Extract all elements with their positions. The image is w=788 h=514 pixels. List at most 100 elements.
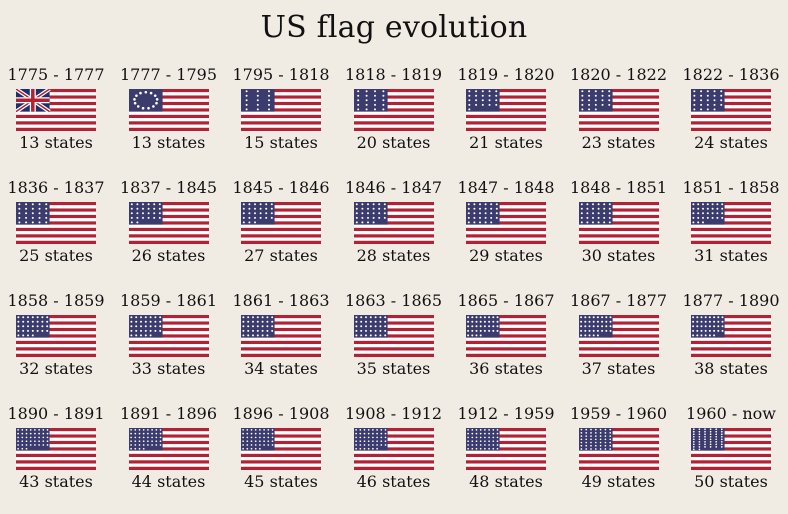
flag-stripe bbox=[691, 447, 771, 451]
flag-card: 1865 - 1867 36 states bbox=[450, 291, 562, 401]
flag-stripe bbox=[466, 89, 546, 93]
flag-star bbox=[18, 207, 21, 210]
flag-star bbox=[587, 103, 590, 106]
flag-canton bbox=[578, 202, 613, 225]
flag-star bbox=[364, 316, 367, 319]
flag-stripe bbox=[353, 127, 434, 131]
flag-star bbox=[21, 447, 24, 450]
flag-stripe bbox=[128, 124, 209, 128]
flag-star bbox=[354, 329, 357, 332]
flag-star bbox=[42, 444, 45, 446]
flag-stripe bbox=[466, 224, 546, 228]
flag-star bbox=[706, 108, 709, 111]
flag-stripe bbox=[691, 218, 771, 222]
flag-star bbox=[594, 108, 597, 111]
flag-star bbox=[246, 447, 249, 450]
flag-card: 1863 - 1865 35 states bbox=[338, 291, 450, 401]
flag-star bbox=[36, 325, 39, 328]
flag-stripe bbox=[128, 98, 209, 102]
flag-star bbox=[266, 325, 269, 328]
flag-star bbox=[708, 334, 711, 337]
flag-star bbox=[34, 436, 36, 439]
flag-star bbox=[383, 216, 386, 219]
flag-star bbox=[715, 430, 718, 433]
flag-star bbox=[473, 221, 476, 224]
flag-stripe bbox=[16, 315, 96, 319]
flag-star bbox=[42, 432, 45, 435]
flag-star bbox=[597, 203, 600, 206]
flag-star bbox=[41, 316, 44, 319]
flag-star bbox=[700, 103, 703, 106]
flag-star bbox=[271, 429, 274, 431]
flag-star bbox=[31, 329, 34, 332]
flag-star bbox=[580, 444, 582, 447]
flag-stripe bbox=[353, 124, 434, 128]
flag-star bbox=[38, 203, 41, 206]
flag-star bbox=[21, 436, 24, 439]
flag-stripe bbox=[466, 101, 546, 106]
flag-star bbox=[484, 203, 487, 206]
flag-star bbox=[713, 334, 716, 337]
flag-stripe bbox=[16, 337, 96, 341]
flag-stripe bbox=[128, 347, 209, 351]
flag-star bbox=[363, 436, 365, 439]
flag-star bbox=[721, 329, 724, 332]
flag-star bbox=[254, 203, 256, 206]
flag-star bbox=[483, 325, 486, 328]
flag-star bbox=[261, 325, 264, 328]
flag-star bbox=[589, 435, 592, 437]
flag-star bbox=[594, 428, 597, 431]
flag-star bbox=[372, 216, 375, 219]
flag-stripe bbox=[16, 466, 96, 470]
flag-star bbox=[713, 99, 716, 102]
star-field bbox=[692, 428, 723, 451]
flag-card: 1836 - 1837 25 states bbox=[0, 178, 112, 288]
flag-star bbox=[580, 103, 583, 106]
flag-star bbox=[154, 440, 157, 443]
flag-years-label: 1859 - 1861 bbox=[119, 291, 217, 310]
flag-star bbox=[266, 334, 269, 337]
flag-star bbox=[259, 429, 261, 431]
flag-stripe bbox=[466, 344, 546, 348]
flag-star bbox=[256, 99, 259, 102]
flag-star bbox=[591, 212, 594, 215]
star-field bbox=[130, 203, 161, 224]
flag-star bbox=[363, 447, 365, 450]
flag-icon bbox=[353, 202, 434, 244]
flag-star bbox=[159, 440, 161, 443]
flag-star bbox=[245, 108, 248, 111]
flag-star bbox=[142, 432, 145, 435]
flag-star bbox=[495, 94, 498, 97]
flag-star bbox=[147, 216, 150, 219]
flag-star bbox=[259, 203, 262, 206]
flag-star bbox=[254, 447, 257, 450]
flag-star bbox=[713, 316, 716, 319]
flag-stripe bbox=[466, 231, 546, 235]
flag-star bbox=[266, 316, 269, 319]
flag-stripe bbox=[241, 337, 321, 341]
flag-star bbox=[369, 320, 372, 323]
flag-star bbox=[375, 444, 378, 446]
flag-star bbox=[356, 108, 359, 111]
flag-stripe bbox=[578, 350, 659, 354]
flag-star bbox=[149, 329, 152, 332]
flag-star bbox=[29, 432, 32, 435]
flag-star bbox=[467, 429, 469, 431]
star-field bbox=[17, 316, 49, 337]
flag-stripe bbox=[128, 463, 209, 467]
flag-stripe bbox=[353, 315, 434, 319]
star-field bbox=[355, 203, 386, 224]
flag-stripe bbox=[241, 431, 321, 435]
flag-stripe bbox=[466, 205, 546, 209]
star-field bbox=[242, 316, 274, 337]
flag-icon bbox=[578, 428, 659, 470]
flag-stripe bbox=[353, 92, 434, 96]
flag-star bbox=[702, 216, 704, 219]
flag-star bbox=[488, 90, 491, 93]
flag-star bbox=[375, 432, 378, 435]
flag-star bbox=[698, 440, 701, 443]
flag-stripe bbox=[16, 98, 96, 102]
flag-star bbox=[492, 316, 495, 319]
flag-stripe bbox=[241, 450, 321, 454]
flag-star bbox=[250, 440, 253, 443]
